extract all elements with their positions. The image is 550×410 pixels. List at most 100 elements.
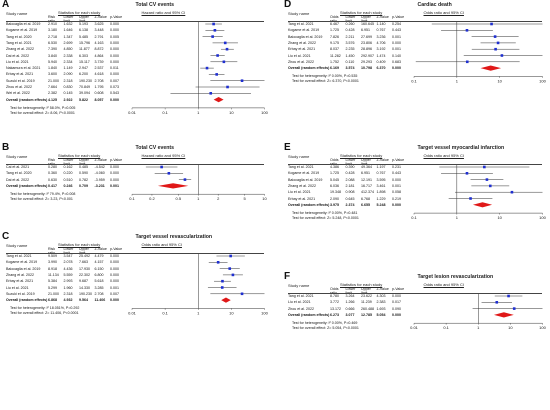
stat-value: 15.796 [79, 40, 90, 45]
panel-a: A Total CV events Study name Statistics for… [0, 0, 272, 120]
stat-value: 1.229 [376, 196, 386, 201]
stat-value: 2.708 [94, 78, 104, 83]
column-header: p-Value [110, 158, 123, 162]
stat-value: 6.530 [48, 40, 57, 45]
panel-c: C Target vessel revascularization Study na… [0, 231, 272, 352]
stat-value: 160.645 [361, 22, 374, 26]
stat-value: 412.374 [361, 190, 374, 195]
panel-d: D Cardiac death Study name Statistics for e… [282, 0, 550, 120]
panel-title: Total CV events [135, 145, 175, 151]
effect-square [468, 197, 472, 200]
stat-value: 2.078 [63, 260, 73, 265]
stat-value: 4.850 [63, 47, 73, 52]
stat-value: 0.830 [63, 85, 73, 89]
effect-square [489, 22, 493, 26]
stat-value: 4.479 [94, 254, 104, 258]
stat-value: 1.725 [330, 28, 339, 33]
stat-value: 2.374 [345, 202, 355, 207]
stat-value: 1.266 [345, 300, 355, 305]
stat-value: 0.000 [110, 72, 119, 77]
header-study-name: Study name [6, 11, 28, 16]
stat-value: 6.868 [48, 298, 57, 303]
stat-value: 5.822 [79, 97, 88, 102]
stat-value: 9.509 [48, 254, 57, 258]
x-tick-label: 0.01 [128, 110, 137, 115]
effect-square [222, 60, 225, 64]
stat-value: 0.001 [392, 183, 401, 188]
study-name: Tang et al. 2020 [6, 171, 32, 176]
study-name: Baiocaglia et al. 2019 [6, 266, 41, 271]
stat-value: 2.088 [345, 177, 355, 182]
stat-value: 0.000 [110, 177, 119, 182]
stat-value: 0.666 [345, 306, 355, 311]
study-name: Zhang et al. 2022 [6, 272, 34, 277]
stat-value: 4.436 [63, 266, 73, 271]
x-tick-label: 10 [262, 196, 267, 201]
effect-square [228, 254, 232, 258]
heterogeneity-test: Test for heterogeneity: I² 0.00%, P=0.53… [292, 74, 358, 79]
stat-value: 4.706 [376, 40, 386, 45]
stat-value: 0.767 [376, 171, 386, 176]
stat-value: 0.000 [110, 59, 119, 64]
stat-value: 3.448 [94, 28, 104, 33]
stat-value: 9.175 [330, 40, 339, 45]
stat-value: 1.752 [330, 59, 339, 64]
header-rule [288, 21, 542, 22]
x-tick-label: 0.1 [411, 78, 417, 83]
stat-value: 12.785 [361, 312, 372, 317]
stat-value: 23.806 [361, 40, 372, 45]
study-name: Tang et al. 2021 [288, 22, 314, 26]
study-name: Kogame et al. 2019 [288, 171, 320, 176]
stat-value: 2.699 [63, 40, 73, 45]
stat-value: 0.428 [345, 28, 355, 33]
stat-value: 11.282 [330, 53, 341, 58]
effect-square [465, 29, 468, 32]
stat-value: 0.683 [392, 59, 401, 64]
header-study-name: Study name [288, 154, 310, 159]
column-header: Z-Value [376, 15, 389, 19]
stat-value: 2.382 [48, 91, 57, 96]
x-tick-label: 10 [229, 310, 234, 315]
effect-square [216, 261, 219, 264]
stat-value: 0.280 [48, 165, 57, 169]
stat-value: 4.932 [63, 298, 73, 303]
stat-value: 2.318 [63, 78, 73, 83]
stat-value: 6.200 [79, 72, 88, 77]
study-name: Tang et al. 2021 [288, 294, 314, 298]
stat-value: 25.492 [79, 254, 90, 258]
study-name: Cai et al. 2021 [6, 165, 30, 169]
study-name: Liu et al. 2021 [288, 53, 311, 58]
x-tick-label: 100 [539, 215, 546, 220]
header-rule [6, 164, 264, 165]
x-tick-label: 0.1 [129, 196, 135, 201]
stat-value: 2.090 [330, 196, 339, 201]
column-header: Z-Value [376, 158, 389, 162]
header-statistics: Statistics for each study [340, 282, 383, 287]
stat-value: 0.110 [345, 59, 355, 64]
stat-value: 3.990 [48, 260, 57, 265]
stat-value: 0.360 [48, 171, 57, 176]
effect-square [240, 79, 243, 82]
header-statistics: Statistics for each study [58, 153, 101, 158]
x-tick-label: 100 [261, 310, 268, 315]
stat-value: 7.664 [48, 85, 57, 89]
stat-value: 11.406 [94, 298, 106, 303]
stat-value: 70.849 [79, 85, 90, 89]
effect-square [482, 165, 486, 169]
effect-square [512, 307, 516, 310]
effect-square [227, 267, 231, 270]
effect-square [496, 41, 499, 45]
study-name: Tang et al. 2020 [6, 34, 32, 39]
study-name: Zhang et al. 2022 [288, 40, 316, 45]
study-name: Liu et al. 2021 [288, 300, 311, 305]
stat-value: 3.192 [376, 47, 386, 52]
heterogeneity-test: Test for heterogeneity: I² 58.0%, P=0.00… [10, 105, 76, 110]
stat-value: 11.239 [361, 300, 372, 305]
stat-value: 6.169 [330, 66, 339, 71]
stat-value: 2.235 [345, 47, 355, 52]
effect-square [465, 172, 468, 175]
panel-f: F Target lesion revascularization Study na… [282, 271, 550, 367]
stat-value: 28.896 [361, 47, 372, 52]
forest-plot: 0.01 0.1 1 10 100 [128, 22, 268, 115]
stat-value: -4.060 [94, 171, 105, 176]
